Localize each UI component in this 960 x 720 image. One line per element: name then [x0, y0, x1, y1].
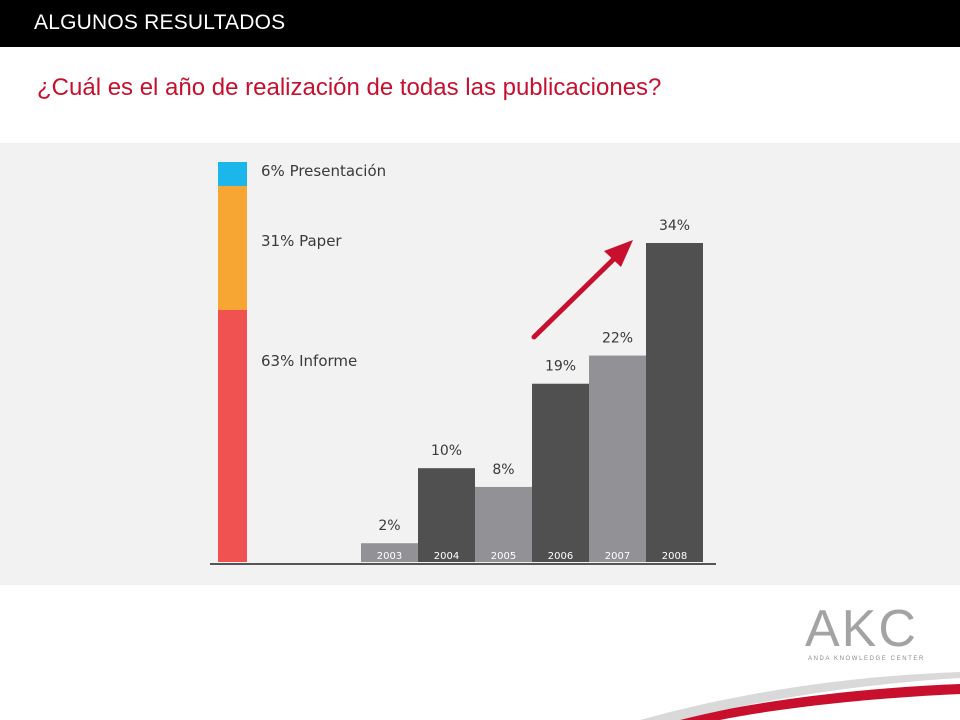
header-bar: ALGUNOS RESULTADOS	[0, 0, 960, 47]
data-label-2007: 22%	[602, 331, 633, 347]
bar-2003	[361, 543, 418, 562]
bar-2008	[646, 243, 703, 562]
year-label-2003: 2003	[377, 551, 402, 562]
data-label-2003: 2%	[378, 518, 400, 534]
stack-segment-paper	[218, 186, 247, 310]
trend-arrow-shaft	[531, 248, 625, 340]
data-label-2008: 34%	[659, 218, 690, 234]
bar-2004	[418, 468, 475, 562]
year-label-2004: 2004	[434, 551, 459, 562]
header-title: ALGUNOS RESULTADOS	[34, 11, 286, 34]
stack-segment-informe	[218, 310, 247, 562]
akc-logo: AKC ANDA KNOWLEDGE CENTER	[805, 603, 937, 669]
question-title: ¿Cuál es el año de realización de todas …	[37, 74, 662, 101]
data-label-2005: 8%	[492, 462, 514, 478]
data-label-2006: 19%	[545, 359, 576, 375]
chart: 63% Informe 31% Paper 6% Presentación 2003 2…	[210, 162, 716, 565]
stack-segment-presentación	[218, 162, 247, 186]
stack-label-paper: 31% Paper	[261, 232, 342, 250]
bar-2007	[589, 355, 646, 562]
year-label-2008: 2008	[662, 551, 687, 562]
chart-panel: 63% Informe 31% Paper 6% Presentación 2003 2…	[0, 143, 960, 585]
logo-subtitle: ANDA KNOWLEDGE CENTER	[808, 656, 925, 662]
stack-label-informe: 63% Informe	[261, 352, 357, 370]
year-label-2006: 2006	[548, 551, 573, 562]
bar-2005	[475, 486, 532, 562]
year-label-2007: 2007	[605, 551, 630, 562]
stack-label-presentación: 6% Presentación	[261, 162, 386, 180]
data-label-2004: 10%	[431, 443, 462, 459]
trend-arrow-head	[604, 240, 633, 267]
bar-2006	[532, 383, 589, 562]
logo-letters: AKC	[805, 600, 918, 658]
year-label-2005: 2005	[491, 551, 516, 562]
